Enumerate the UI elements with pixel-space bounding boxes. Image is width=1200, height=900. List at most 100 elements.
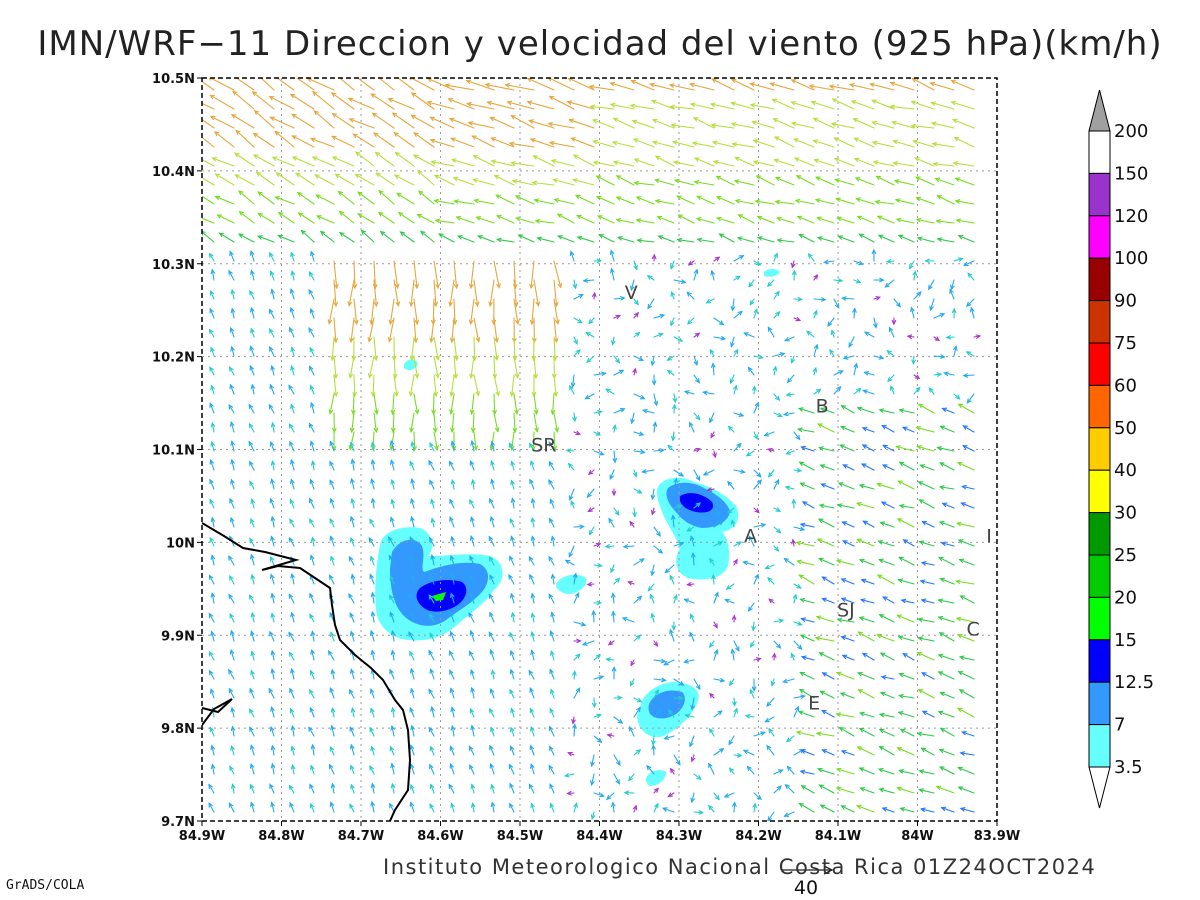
wind-vector-head	[924, 258, 930, 264]
wind-vector	[875, 201, 895, 205]
wind-vector-head	[742, 749, 749, 754]
wind-vector-head	[730, 305, 736, 312]
wind-vector	[613, 117, 635, 129]
wind-vector	[796, 560, 815, 566]
wind-vector	[633, 138, 655, 148]
wind-vector-head	[882, 444, 888, 450]
wind-vector	[493, 317, 498, 343]
wind-vector-head	[633, 311, 639, 318]
wind-vector-head	[488, 301, 493, 308]
wind-vector	[622, 617, 635, 623]
wind-vector-head	[639, 395, 646, 400]
wind-vector	[673, 542, 684, 547]
wind-vector-head	[290, 403, 295, 410]
wind-vector	[477, 235, 495, 243]
wind-vector	[683, 659, 695, 663]
wind-vector-head	[937, 616, 944, 621]
wind-vector-head	[209, 94, 215, 100]
wind-vector	[732, 143, 755, 148]
wind-vector	[411, 92, 435, 110]
wind-vector-head	[250, 650, 256, 657]
wind-vector	[250, 744, 255, 756]
wind-vector	[428, 594, 435, 604]
wind-vector	[531, 535, 535, 547]
wind-vector	[857, 215, 875, 224]
wind-vector-head	[919, 464, 925, 469]
wind-vector	[787, 374, 795, 383]
wind-vector-head	[630, 660, 635, 667]
wind-vector-head	[585, 331, 591, 337]
wind-vector	[898, 673, 915, 680]
wind-vector-head	[837, 278, 844, 283]
wind-vector	[310, 251, 315, 262]
wind-vector	[961, 731, 975, 737]
wind-vector-head	[797, 710, 804, 715]
wind-vector-head	[710, 269, 715, 276]
wind-vector-head	[957, 766, 963, 772]
wind-vector-head	[413, 337, 418, 344]
place-label-sr: SR	[531, 434, 556, 456]
wind-vector-head	[836, 216, 842, 222]
wind-vector-head	[935, 785, 942, 791]
wind-vector	[410, 744, 415, 756]
wind-vector-head	[793, 157, 800, 162]
wind-vector-head	[672, 160, 679, 165]
wind-vector-head	[348, 592, 353, 599]
wind-vector-head	[777, 769, 784, 774]
wind-vector	[757, 216, 775, 224]
wind-vector-head	[930, 101, 936, 106]
wind-vector-head	[638, 431, 645, 436]
wind-vector-head	[449, 669, 454, 675]
wind-vector	[310, 803, 315, 813]
wind-vector	[841, 597, 855, 604]
wind-vector	[433, 431, 438, 451]
wind-vector	[288, 651, 295, 661]
wind-vector	[208, 253, 215, 262]
wind-vector	[612, 336, 615, 346]
wind-vector	[202, 136, 215, 148]
wind-vector	[487, 101, 515, 110]
wind-vector	[613, 297, 625, 300]
wind-vector	[470, 355, 475, 379]
wind-vector	[791, 101, 815, 110]
wind-vector-head	[808, 84, 815, 89]
wind-vector-head	[656, 215, 663, 221]
wind-vector-head	[663, 735, 669, 740]
wind-vector	[270, 498, 275, 509]
wind-vector-head	[841, 521, 848, 526]
wind-vector	[270, 573, 275, 585]
wind-vector	[491, 479, 495, 490]
wind-vector	[530, 260, 535, 289]
wind-vector	[270, 270, 275, 281]
wind-vector	[917, 637, 935, 642]
wind-vector	[573, 592, 580, 604]
wind-vector-head	[327, 650, 333, 656]
wind-vector	[663, 735, 675, 740]
wind-vector	[856, 502, 875, 509]
wind-vector-head	[572, 572, 578, 579]
wind-vector-head	[590, 761, 595, 768]
wind-vector	[450, 555, 455, 566]
wind-vector	[361, 230, 375, 243]
wind-vector	[553, 279, 558, 307]
wind-vector	[249, 726, 255, 737]
wind-vector	[861, 579, 875, 585]
wind-vector	[593, 564, 603, 567]
wind-vector-head	[932, 161, 939, 167]
wind-vector-head	[532, 155, 539, 160]
wind-vector	[940, 578, 955, 585]
wind-vector-head	[931, 141, 938, 147]
wind-vector	[510, 745, 515, 756]
wind-vector-head	[798, 233, 804, 239]
wind-vector	[411, 725, 415, 737]
wind-vector	[357, 213, 375, 224]
wind-vector	[410, 668, 415, 680]
wind-vector-head	[840, 578, 847, 583]
wind-vector	[471, 687, 475, 699]
wind-vector	[450, 763, 455, 775]
wind-vector-head	[529, 573, 534, 580]
wind-vector-head	[915, 386, 921, 392]
wind-vector-head	[369, 688, 375, 694]
wind-vector	[798, 407, 815, 414]
wind-vector	[853, 260, 864, 265]
